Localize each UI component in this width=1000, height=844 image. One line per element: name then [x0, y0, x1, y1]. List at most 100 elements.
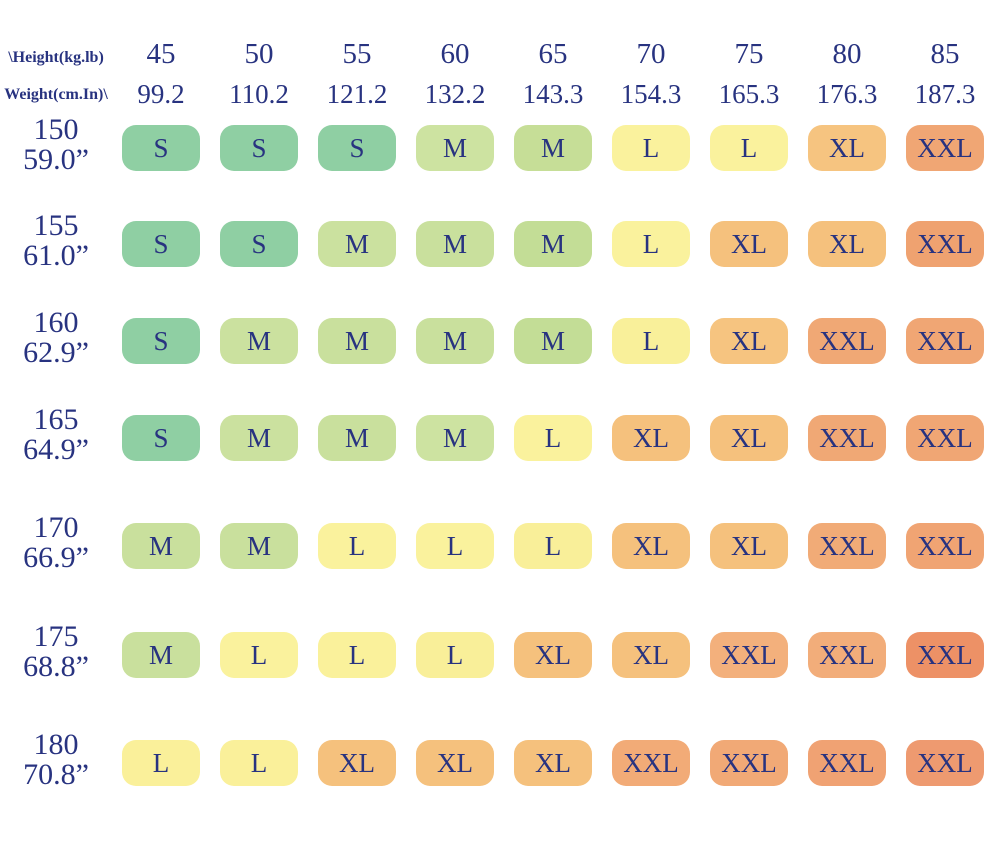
- size-cell: XXL: [808, 318, 886, 364]
- size-cell: M: [122, 632, 200, 678]
- weight-kg-value: 55: [342, 38, 372, 70]
- column-header: 80 176.3: [817, 36, 878, 110]
- column-header: 65 143.3: [523, 36, 584, 110]
- size-cell: XL: [416, 740, 494, 786]
- size-cell: M: [416, 221, 494, 267]
- size-cell: M: [514, 318, 592, 364]
- size-cell: XL: [514, 740, 592, 786]
- size-cell: S: [122, 318, 200, 364]
- height-in-value: 64.9”: [23, 433, 89, 466]
- row-label: 175 68.8”: [0, 622, 112, 682]
- size-cell: XL: [612, 632, 690, 678]
- height-in-value: 66.9”: [23, 541, 89, 574]
- table-row: 180 70.8” L L XL XL XL XXL XXL XXL XXL: [0, 730, 1000, 793]
- height-in-value: 61.0”: [23, 239, 89, 272]
- size-cell: L: [514, 523, 592, 569]
- weight-kg-value: 80: [832, 38, 862, 70]
- size-cell: M: [318, 415, 396, 461]
- size-cell: M: [416, 318, 494, 364]
- height-cm-value: 155: [33, 209, 79, 242]
- size-cell: XXL: [906, 318, 984, 364]
- weight-lb-value: 99.2: [137, 79, 185, 109]
- size-cell: L: [220, 632, 298, 678]
- size-cell: L: [416, 632, 494, 678]
- size-cell: XXL: [808, 740, 886, 786]
- weight-kg-value: 85: [930, 38, 960, 70]
- size-cell: M: [416, 125, 494, 171]
- table-row: 165 64.9” S M M M L XL XL XXL XXL: [0, 405, 1000, 468]
- corner-label-height: \Height(kg.lb): [8, 49, 104, 66]
- row-label: 160 62.9”: [0, 308, 112, 368]
- height-cm-value: 160: [33, 306, 79, 339]
- size-cell: M: [220, 318, 298, 364]
- column-header: 70 154.3: [621, 36, 682, 110]
- table-row: 155 61.0” S S M M M L XL XL XXL: [0, 209, 1000, 274]
- height-cm-value: 150: [33, 113, 79, 146]
- size-cell: S: [122, 221, 200, 267]
- size-cell: XL: [710, 221, 788, 267]
- size-cell: XXL: [612, 740, 690, 786]
- size-cell: L: [318, 523, 396, 569]
- size-cell: M: [514, 125, 592, 171]
- column-header: 50 110.2: [229, 36, 289, 110]
- size-cell: XXL: [808, 415, 886, 461]
- size-cell: XL: [808, 221, 886, 267]
- height-in-value: 68.8”: [23, 650, 89, 683]
- size-cell: L: [318, 632, 396, 678]
- size-cell: XXL: [710, 632, 788, 678]
- size-cell: XXL: [906, 523, 984, 569]
- column-header: 45 99.2: [137, 36, 184, 110]
- table-row: 175 68.8” M L L L XL XL XXL XXL XXL: [0, 622, 1000, 685]
- weight-lb-value: 121.2: [326, 79, 388, 109]
- size-cell: L: [612, 221, 690, 267]
- size-cell: M: [514, 221, 592, 267]
- size-cell: L: [514, 415, 592, 461]
- table-row: 150 59.0” S S S M M L L XL XXL: [0, 115, 1000, 178]
- height-in-value: 62.9”: [23, 336, 89, 369]
- column-header: 85 187.3: [915, 36, 976, 110]
- row-label: 150 59.0”: [0, 115, 112, 175]
- weight-lb-value: 143.3: [522, 79, 584, 109]
- weight-lb-value: 132.2: [424, 79, 486, 109]
- size-cell: XL: [612, 523, 690, 569]
- size-cell: S: [122, 415, 200, 461]
- size-cell: L: [710, 125, 788, 171]
- height-cm-value: 170: [33, 511, 79, 544]
- corner-label-weight: Weight(cm.In)\: [4, 86, 108, 103]
- size-cell: XXL: [906, 125, 984, 171]
- weight-lb-value: 154.3: [620, 79, 682, 109]
- size-cell: L: [612, 125, 690, 171]
- size-cell: M: [220, 415, 298, 461]
- size-cell: S: [122, 125, 200, 171]
- size-cell: XXL: [906, 221, 984, 267]
- row-label: 165 64.9”: [0, 405, 112, 465]
- size-cell: XL: [612, 415, 690, 461]
- height-cm-value: 175: [33, 620, 79, 653]
- height-cm-value: 180: [33, 728, 79, 761]
- size-cell: M: [416, 415, 494, 461]
- row-label: 180 70.8”: [0, 730, 112, 790]
- column-header: 75 165.3: [719, 36, 780, 110]
- weight-kg-value: 75: [734, 38, 764, 70]
- weight-kg-value: 60: [440, 38, 470, 70]
- size-cell: S: [318, 125, 396, 171]
- weight-kg-value: 70: [636, 38, 666, 70]
- weight-lb-value: 176.3: [816, 79, 878, 109]
- table-row: 160 62.9” S M M M M L XL XXL XXL: [0, 308, 1000, 371]
- weight-kg-value: 45: [146, 38, 176, 70]
- weight-kg-value: 65: [538, 38, 568, 70]
- height-in-value: 59.0”: [23, 143, 89, 176]
- size-cell: XXL: [808, 523, 886, 569]
- size-cell: S: [220, 221, 298, 267]
- corner-label: \Height(kg.lb) Weight(cm.In)\: [0, 41, 112, 105]
- height-cm-value: 165: [33, 403, 79, 436]
- size-cell: XL: [808, 125, 886, 171]
- weight-lb-value: 187.3: [914, 79, 976, 109]
- height-in-value: 70.8”: [23, 758, 89, 791]
- size-cell: XXL: [808, 632, 886, 678]
- size-cell: M: [122, 523, 200, 569]
- size-cell: L: [122, 740, 200, 786]
- size-cell: XL: [318, 740, 396, 786]
- weight-lb-value: 165.3: [718, 79, 780, 109]
